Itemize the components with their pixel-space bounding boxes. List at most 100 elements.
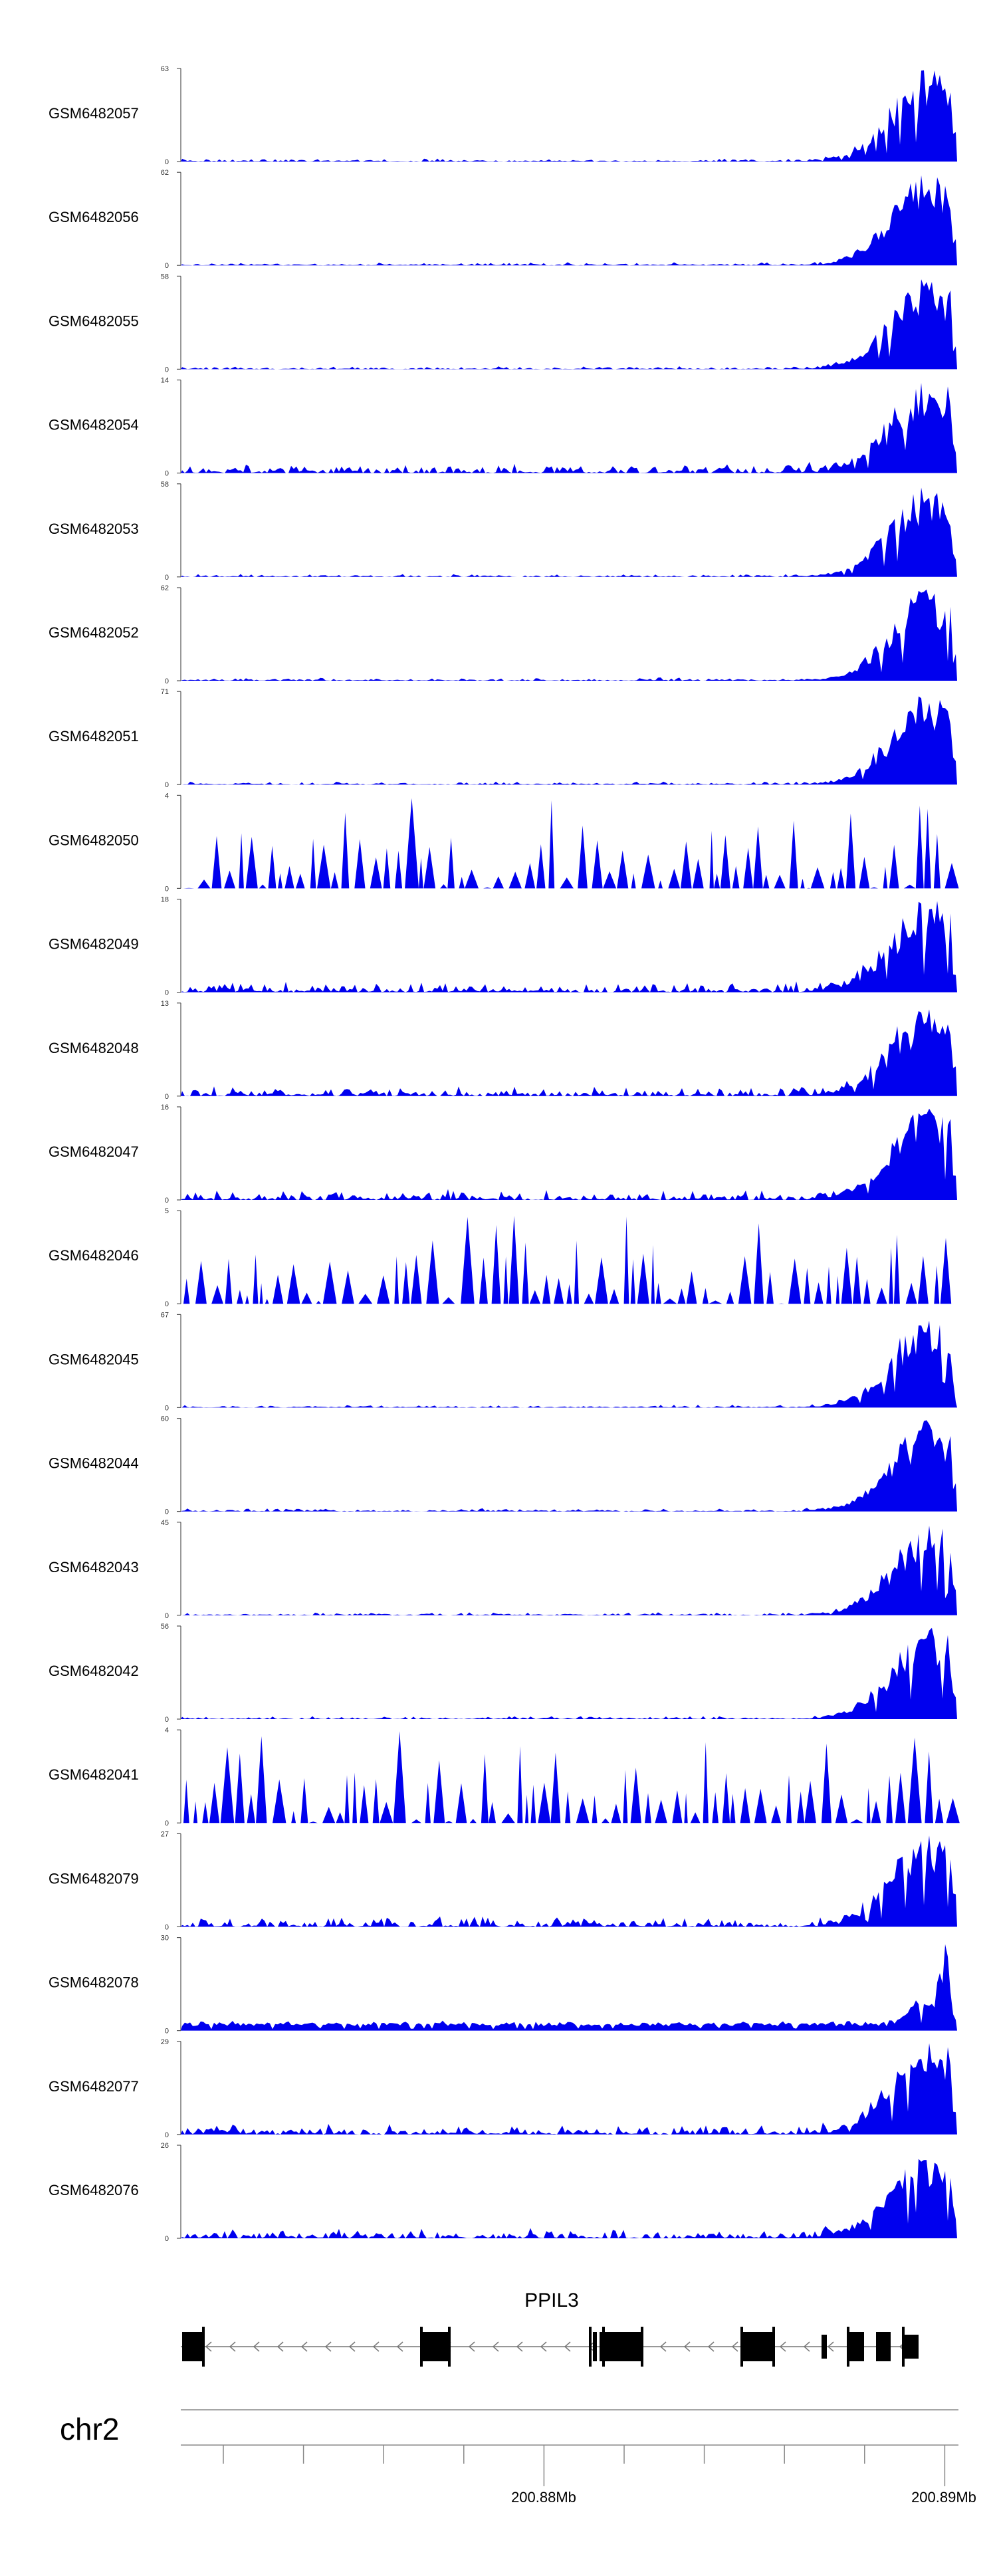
exon [822, 2335, 827, 2359]
y-min-label: 0 [165, 1300, 169, 1308]
y-max-label: 45 [161, 1519, 169, 1527]
track-label: GSM6482050 [49, 832, 139, 848]
track-label: GSM6482056 [49, 209, 139, 225]
y-max-label: 18 [161, 896, 169, 904]
track-GSM6482055: GSM6482055 58 0 [49, 273, 957, 374]
exon [904, 2335, 919, 2359]
y-min-label: 0 [165, 470, 169, 478]
coverage-area [181, 1627, 957, 1719]
strand-arrow [300, 2341, 308, 2352]
track-GSM6482041: GSM6482041 4 0 [49, 1726, 960, 1827]
y-min-label: 0 [165, 1923, 169, 1931]
y-max-label: 60 [161, 1415, 169, 1423]
track-label: GSM6482048 [49, 1040, 139, 1056]
track-GSM6482053: GSM6482053 58 0 [49, 481, 957, 582]
y-max-label: 67 [161, 1311, 169, 1319]
track-label: GSM6482079 [49, 1870, 139, 1887]
track-GSM6482046: GSM6482046 5 0 [49, 1207, 957, 1308]
y-max-label: 5 [165, 1207, 169, 1215]
y-max-label: 58 [161, 481, 169, 489]
strand-arrow [348, 2341, 356, 2352]
coverage-area [181, 1835, 957, 1927]
strand-arrow [731, 2341, 738, 2352]
track-label: GSM6482041 [49, 1766, 139, 1783]
y-min-label: 0 [165, 1508, 169, 1516]
coverage-area [181, 175, 957, 266]
y-max-label: 16 [161, 1104, 169, 1112]
exon [600, 2332, 642, 2361]
coverage-area [181, 487, 957, 577]
strand-arrow [229, 2341, 236, 2352]
coverage-area [181, 1009, 957, 1096]
exon [876, 2332, 891, 2361]
strand-arrow [564, 2341, 571, 2352]
track-GSM6482044: GSM6482044 60 0 [49, 1415, 957, 1516]
exon [423, 2332, 449, 2361]
y-max-label: 30 [161, 1934, 169, 1942]
coverage-area [181, 383, 957, 473]
y-max-label: 56 [161, 1623, 169, 1631]
coverage-area [181, 1320, 957, 1408]
strand-arrow [253, 2341, 260, 2352]
gene-model: PPIL3 [181, 2289, 919, 2367]
coverage-area [181, 1215, 957, 1304]
track-label: GSM6482057 [49, 105, 139, 122]
strand-arrow [372, 2341, 380, 2352]
track-GSM6482045: GSM6482045 67 0 [49, 1311, 957, 1412]
track-GSM6482076: GSM6482076 26 0 [49, 2142, 957, 2243]
y-max-label: 4 [165, 1726, 169, 1734]
track-GSM6482079: GSM6482079 27 0 [49, 1830, 957, 1931]
coverage-area [181, 1420, 957, 1512]
track-GSM6482049: GSM6482049 18 0 [49, 896, 957, 997]
track-label: GSM6482054 [49, 417, 139, 433]
y-min-label: 0 [165, 2131, 169, 2139]
coverage-area [181, 70, 957, 162]
coverage-area [181, 1731, 960, 1823]
strand-arrow [468, 2341, 475, 2352]
coverage-area [181, 2043, 957, 2135]
y-min-label: 0 [165, 1716, 169, 1724]
exon [182, 2332, 203, 2361]
gene-name: PPIL3 [524, 2289, 579, 2311]
track-GSM6482048: GSM6482048 13 0 [49, 1000, 957, 1101]
strand-arrow [827, 2341, 834, 2352]
y-max-label: 26 [161, 2142, 169, 2150]
strand-arrow [492, 2341, 499, 2352]
y-min-label: 0 [165, 1197, 169, 1205]
y-min-label: 0 [165, 366, 169, 374]
track-GSM6482078: GSM6482078 30 0 [49, 1934, 957, 2036]
y-min-label: 0 [165, 574, 169, 582]
strand-arrow [396, 2341, 403, 2352]
track-label: GSM6482045 [49, 1351, 139, 1367]
strand-arrow [707, 2341, 715, 2352]
y-min-label: 0 [165, 781, 169, 789]
track-label: GSM6482055 [49, 312, 139, 329]
track-GSM6482043: GSM6482043 45 0 [49, 1519, 957, 1620]
coverage-area [181, 696, 957, 785]
y-min-label: 0 [165, 1819, 169, 1827]
x-tick-label: 200.89Mb [911, 2489, 976, 2506]
coverage-area [181, 279, 957, 370]
chromosome-axis: chr2 200.88Mb 200.89Mb [60, 2409, 976, 2506]
y-min-label: 0 [165, 1093, 169, 1101]
y-min-label: 0 [165, 989, 169, 997]
track-label: GSM6482076 [49, 2182, 139, 2198]
track-label: GSM6482043 [49, 1559, 139, 1576]
strand-arrow [277, 2341, 284, 2352]
strand-arrow [516, 2341, 523, 2352]
chromosome-label: chr2 [60, 2412, 119, 2446]
y-max-label: 58 [161, 273, 169, 281]
x-tick-label: 200.88Mb [511, 2489, 576, 2506]
track-label: GSM6482047 [49, 1143, 139, 1160]
track-GSM6482047: GSM6482047 16 0 [49, 1104, 957, 1205]
track-GSM6482050: GSM6482050 4 0 [49, 792, 959, 893]
track-GSM6482054: GSM6482054 14 0 [49, 377, 957, 478]
strand-arrow [779, 2341, 786, 2352]
strand-arrow [205, 2341, 212, 2352]
track-GSM6482042: GSM6482042 56 0 [49, 1623, 957, 1724]
y-min-label: 0 [165, 158, 169, 166]
y-max-label: 62 [161, 169, 169, 177]
y-max-label: 27 [161, 1830, 169, 1838]
track-label: GSM6482049 [49, 936, 139, 953]
